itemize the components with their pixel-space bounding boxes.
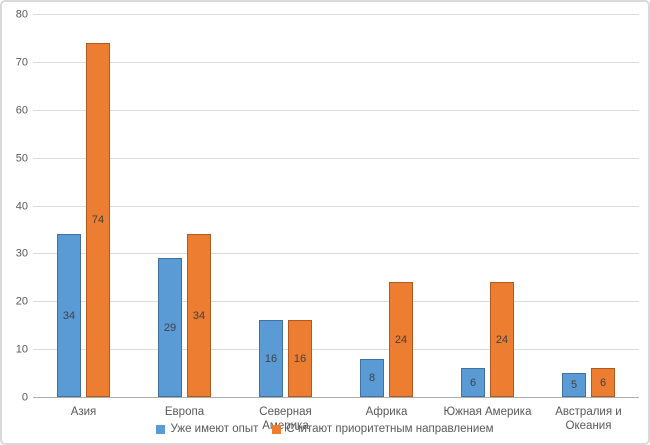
gridline xyxy=(33,157,639,159)
bar-data-label: 6 xyxy=(599,376,607,389)
y-tick-label: 10 xyxy=(15,343,28,356)
legend-swatch-icon xyxy=(272,424,282,434)
y-tick-label: 70 xyxy=(15,56,28,69)
x-category-label: Азия xyxy=(70,406,97,418)
x-category-label: Австралия и Океания xyxy=(555,406,622,432)
bar: 34 xyxy=(57,234,81,397)
legend-item: Считают приоритетным направлением xyxy=(272,423,494,435)
gridline xyxy=(33,253,639,255)
bar: 6 xyxy=(461,368,485,397)
plot-area: 34 74 29 34 16 16 8 24 6 24 5 6 xyxy=(33,14,639,398)
category-group: 16 16 xyxy=(235,15,336,397)
y-tick-label: 30 xyxy=(15,247,28,260)
bar: 74 xyxy=(86,43,110,397)
bar: 24 xyxy=(389,282,413,397)
bar: 6 xyxy=(591,368,615,397)
bar: 16 xyxy=(259,320,283,397)
bar-data-label: 24 xyxy=(495,333,509,346)
gridline xyxy=(33,205,639,207)
legend-item: Уже имеют опыт xyxy=(156,423,258,435)
legend: Уже имеют опыт Считают приоритетным напра… xyxy=(2,423,648,435)
x-axis: Азия Европа Северная Америка Африка Южная Ам… xyxy=(33,405,639,433)
y-tick-label: 0 xyxy=(21,391,28,404)
category-group: 6 24 xyxy=(437,15,538,397)
bar-data-label: 34 xyxy=(192,309,206,322)
category-group: 8 24 xyxy=(336,15,437,397)
bar-data-label: 8 xyxy=(368,372,376,384)
bar-data-label: 24 xyxy=(394,333,408,346)
y-tick-label: 40 xyxy=(15,200,28,212)
bar-data-label: 29 xyxy=(163,321,177,334)
bar: 29 xyxy=(158,258,182,397)
y-tick-label: 20 xyxy=(15,295,28,308)
category-group: 29 34 xyxy=(134,15,235,397)
gridline xyxy=(33,349,639,351)
y-tick-label: 60 xyxy=(15,104,28,117)
bar-data-label: 5 xyxy=(570,379,578,391)
legend-label: Уже имеют опыт xyxy=(170,423,259,435)
legend-label: Считают приоритетным направлением xyxy=(286,423,494,435)
bar-data-label: 74 xyxy=(91,214,105,226)
category-group: 34 74 xyxy=(33,15,134,397)
gridline xyxy=(33,61,639,63)
bar-data-label: 16 xyxy=(264,352,278,365)
bar: 34 xyxy=(187,234,211,397)
x-category-label: Африка xyxy=(365,406,408,418)
bar: 8 xyxy=(360,359,384,397)
gridline xyxy=(33,14,639,15)
x-category-label: Европа xyxy=(164,406,205,418)
y-tick-label: 50 xyxy=(15,152,28,165)
bar: 16 xyxy=(288,320,312,397)
y-tick-label: 80 xyxy=(15,8,28,21)
gridline xyxy=(33,109,639,111)
bar-data-label: 16 xyxy=(293,352,307,365)
x-axis-line xyxy=(33,397,639,398)
bars-container: 34 74 29 34 16 16 8 24 6 24 5 6 xyxy=(33,15,639,397)
bar-data-label: 34 xyxy=(62,309,76,322)
gridline xyxy=(33,301,639,303)
bar: 24 xyxy=(490,282,514,397)
y-axis: 0 10 20 30 40 50 60 70 80 xyxy=(2,9,28,403)
bar: 5 xyxy=(562,373,586,397)
x-category-label: Южная Америка xyxy=(443,406,532,418)
legend-swatch-icon xyxy=(156,424,166,434)
bar-data-label: 6 xyxy=(469,376,477,389)
